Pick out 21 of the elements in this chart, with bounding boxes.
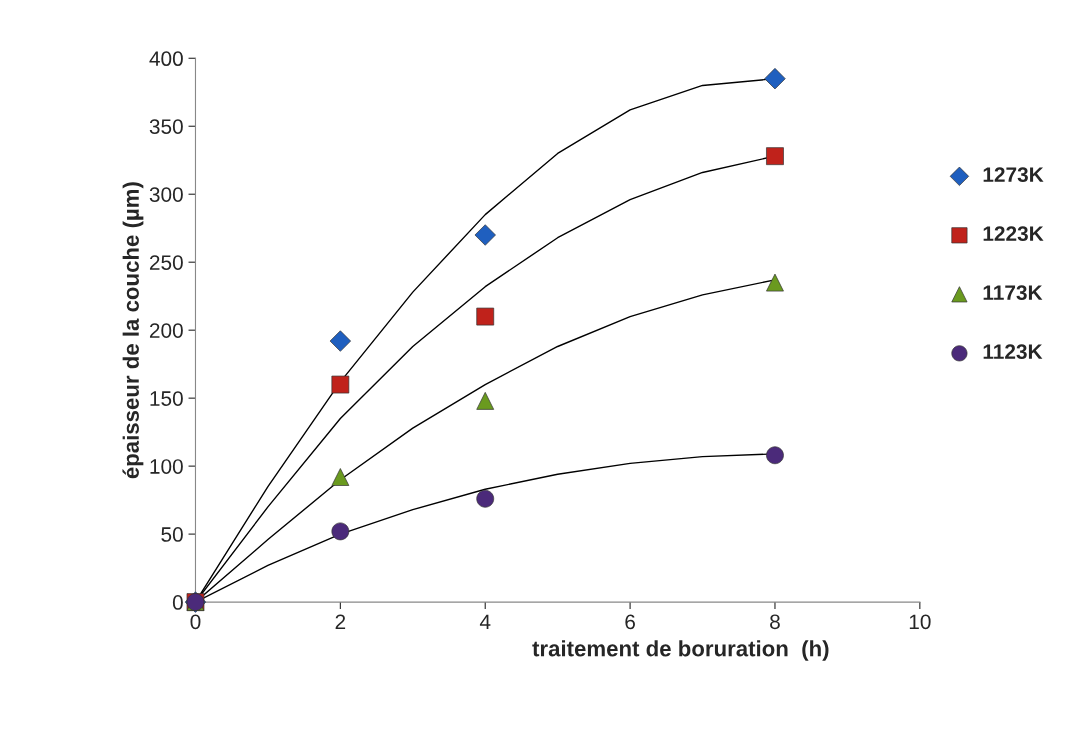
legend-label: 1223K [983,226,1044,242]
y-tick-label: 100 [150,459,183,474]
y-tick-label: 150 [150,391,183,406]
x-tick-label: 6 [625,614,635,630]
x-tick-label: 8 [770,614,780,630]
y-tick-label: 50 [161,527,183,542]
y-tick-label: 250 [149,255,183,270]
y-tick-label: 0 [172,595,183,610]
legend-label: 1273K [983,167,1044,183]
x-axis-title: traitement de boruration (h) [532,640,829,661]
y-axis-title: épaisseur de la couche (µm) [122,182,144,479]
legend-label: 1123K [983,344,1043,360]
y-tick-label: 300 [149,187,183,202]
y-tick-label: 350 [149,119,183,134]
legend-label: 1173K [983,285,1043,301]
y-tick-label: 200 [149,323,183,338]
x-tick-label: 2 [335,614,346,629]
x-tick-label: 4 [479,614,491,629]
y-tick-label: 400 [149,51,183,67]
x-tick-label: 10 [909,614,931,630]
x-tick-label: 0 [190,614,201,630]
